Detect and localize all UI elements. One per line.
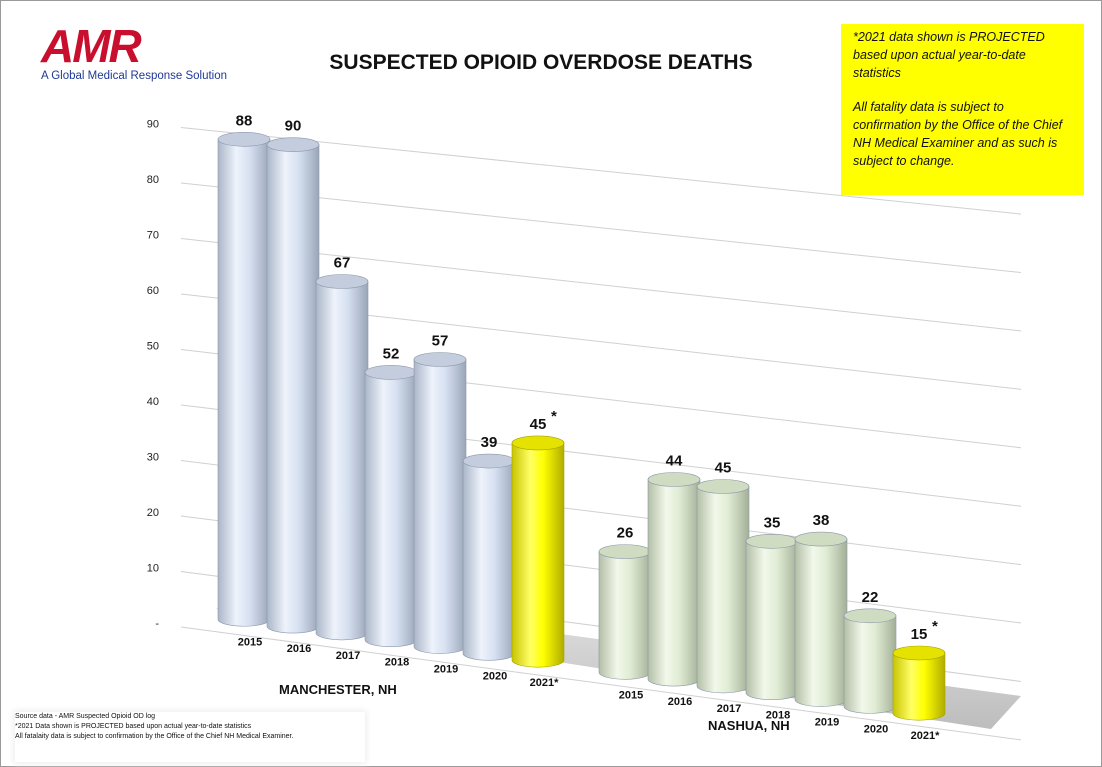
x-category-label: 2018 <box>766 710 790 722</box>
gridline <box>180 238 1022 332</box>
fatality-note: All fatality data is subject to confirma… <box>853 100 1063 168</box>
bar-top <box>413 352 467 367</box>
bar-top <box>892 645 946 661</box>
bar-body <box>598 551 652 680</box>
x-category-label: 2017 <box>717 703 741 715</box>
bar-value-label: 22 <box>862 589 879 606</box>
group-label-nashua: NASHUA, NH <box>708 718 790 733</box>
bar-top <box>843 608 897 624</box>
bar-value-label: 88 <box>236 112 253 129</box>
bar-value-label: 38 <box>813 512 830 529</box>
bar-top <box>511 435 565 451</box>
bar-top <box>315 274 369 289</box>
bar-value-label: 45 <box>530 416 547 433</box>
x-category-label: 2020 <box>864 723 888 735</box>
y-tick-label: 40 <box>147 396 159 408</box>
bar-value-label: 90 <box>285 118 302 135</box>
bar-top <box>598 544 652 559</box>
x-category-label: 2017 <box>336 650 360 662</box>
bar-body <box>266 144 320 634</box>
x-category-label: 2019 <box>434 664 458 676</box>
bar-body <box>745 540 799 701</box>
logo-tagline: A Global Medical Response Solution <box>41 70 228 82</box>
bar-body <box>511 442 565 668</box>
y-tick-label: 20 <box>147 507 159 519</box>
bar-body <box>315 281 369 641</box>
bar-value-label: 15 <box>911 626 928 643</box>
x-category-label: 2020 <box>483 670 507 682</box>
footer-line-fatality: All fatalaity data is subject to confirm… <box>15 733 294 740</box>
y-tick-label: 50 <box>147 341 159 353</box>
bar-body <box>217 139 271 627</box>
bar-top <box>462 453 516 469</box>
y-tick-label: 30 <box>147 452 159 464</box>
bar-top <box>696 479 750 494</box>
x-category-label: 2021* <box>530 677 559 689</box>
x-category-label: 2016 <box>668 696 692 708</box>
bar-body <box>413 359 467 654</box>
y-tick-label: 60 <box>147 285 159 297</box>
y-tick-label: 70 <box>147 230 159 242</box>
bar-value-label: 67 <box>334 255 351 272</box>
projected-asterisk: * <box>551 408 557 425</box>
y-tick-label: 90 <box>147 119 159 131</box>
y-tick-label: - <box>155 618 159 630</box>
bar-top <box>266 137 320 152</box>
bar-body <box>892 652 946 721</box>
bar-value-label: 39 <box>481 434 498 451</box>
y-tick-label: 10 <box>147 563 159 575</box>
projection-note: *2021 data shown is PROJECTED based upon… <box>853 30 1045 80</box>
x-categories: 2015 2016 2017 2018 2019 2020 2021* 2015 2016 201… <box>238 636 940 742</box>
bar-body <box>364 372 418 648</box>
x-category-label: 2018 <box>385 657 409 669</box>
bar-value-label: 45 <box>715 459 732 476</box>
bar-body <box>462 460 516 661</box>
y-tick-label: 80 <box>147 174 159 186</box>
bar-top <box>364 365 418 380</box>
footer-notes: Source data - AMR Suspected Opioid OD lo… <box>15 712 365 762</box>
bar-value-label: 57 <box>432 333 449 350</box>
chart-title: SUSPECTED OPIOID OVERDOSE DEATHS <box>329 51 753 74</box>
bar-top <box>794 531 848 547</box>
bar-value-label: 35 <box>764 514 781 531</box>
bar-top <box>745 533 799 549</box>
projection-note-box: *2021 data shown is PROJECTED based upon… <box>841 24 1084 195</box>
footer-line-source: Source data - AMR Suspected Opioid OD lo… <box>15 713 156 720</box>
bar-top <box>217 132 271 147</box>
footer-line-projection: *2021 Data shown is PROJECTED based upon… <box>15 723 252 730</box>
bar-value-label: 44 <box>666 453 683 470</box>
gridline <box>180 127 1022 215</box>
amr-logo-mark: AMR <box>41 20 142 72</box>
bar-body <box>647 479 701 687</box>
bar-value-label: 52 <box>383 345 400 362</box>
x-category-label: 2016 <box>287 643 311 655</box>
amr-logo: AMR A Global Medical Response Solution <box>41 20 227 85</box>
bars <box>217 132 946 721</box>
group-label-manchester: MANCHESTER, NH <box>279 682 397 697</box>
projected-asterisk: * <box>932 618 938 635</box>
bar-body <box>843 615 897 714</box>
gridline <box>180 182 1022 274</box>
x-category-label: 2021* <box>911 730 940 742</box>
x-category-label: 2019 <box>815 717 839 729</box>
gridline <box>180 626 1022 741</box>
x-category-label: 2015 <box>619 689 643 701</box>
x-category-label: 2015 <box>238 636 262 648</box>
bar-body <box>794 538 848 707</box>
y-axis-ticks: - 10 20 30 40 50 60 70 80 90 <box>147 119 160 631</box>
bar-value-label: 26 <box>617 525 634 542</box>
bar-top <box>647 472 701 487</box>
bar-body <box>696 486 750 694</box>
